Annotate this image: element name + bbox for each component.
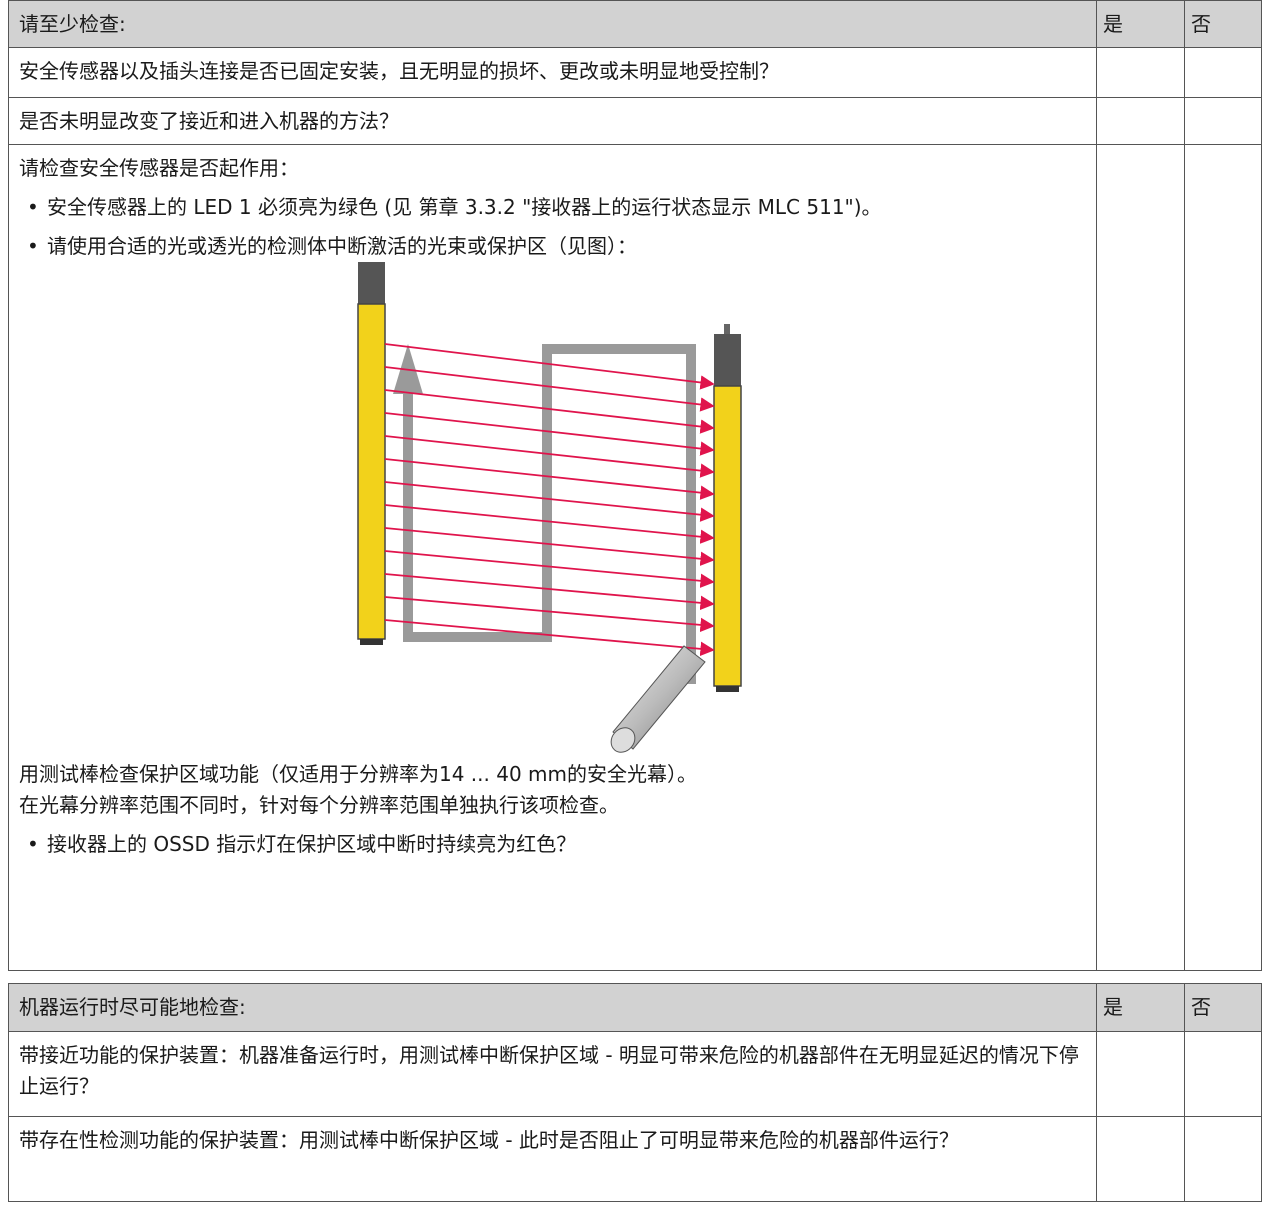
checkbox-cell[interactable] [1097,145,1185,970]
header-cell: 请至少检查: [9,1,1097,47]
row: 安全传感器以及插头连接是否已固定安装，且无明显的损坏、更改或未明显地受控制？ [9,47,1261,97]
header-row: 请至少检查: 是 否 [9,1,1261,47]
checkbox-cell[interactable] [1097,98,1185,144]
checkbox-cell[interactable] [1185,98,1261,144]
row: 请检查安全传感器是否起作用： 安全传感器上的 LED 1 必须亮为绿色 (见 第… [9,144,1261,970]
header-cell: 是 [1097,984,1185,1031]
header-cell: 否 [1191,12,1211,36]
text: 用测试棒检查保护区域功能（仅适用于分辨率为14 ... 40 mm的安全光幕）。 [19,762,698,786]
header-cell: 否 [1191,995,1211,1019]
checkbox-cell[interactable] [1097,1117,1185,1201]
cell: 请检查安全传感器是否起作用： 安全传感器上的 LED 1 必须亮为绿色 (见 第… [9,145,1097,970]
text: 请检查安全传感器是否起作用： [19,156,299,180]
row: 带存在性检测功能的保护装置：用测试棒中断保护区域 - 此时是否阻止了可明显带来危… [9,1116,1261,1201]
bullet: 接收器上的 OSSD 指示灯在保护区域中断时持续亮为红色？ [19,829,1086,860]
bullet: 请使用合适的光或透光的检测体中断激活的光束或保护区（见图）： [19,231,1086,262]
row: 是否未明显改变了接近和进入机器的方法？ [9,97,1261,144]
table-1: 请至少检查: 是 否 安全传感器以及插头连接是否已固定安装，且无明显的损坏、更改… [8,0,1262,971]
header-row: 机器运行时尽可能地检查: 是 否 [9,984,1261,1031]
checkbox-cell[interactable] [1185,1117,1261,1201]
checkbox-cell[interactable] [1185,145,1261,970]
checkbox-cell[interactable] [1185,48,1261,97]
light-curtain-figure [357,262,742,753]
cell: 带存在性检测功能的保护装置：用测试棒中断保护区域 - 此时是否阻止了可明显带来危… [9,1117,1097,1201]
row: 带接近功能的保护装置：机器准备运行时，用测试棒中断保护区域 - 明显可带来危险的… [9,1031,1261,1116]
checkbox-cell[interactable] [1185,1032,1261,1116]
bullet: 安全传感器上的 LED 1 必须亮为绿色 (见 第章 3.3.2 "接收器上的运… [19,192,967,223]
header-cell: 机器运行时尽可能地检查: [9,984,1097,1031]
cell: 带接近功能的保护装置：机器准备运行时，用测试棒中断保护区域 - 明显可带来危险的… [9,1032,1097,1116]
cell: 安全传感器以及插头连接是否已固定安装，且无明显的损坏、更改或未明显地受控制？ [9,48,1097,97]
checkbox-cell[interactable] [1097,1032,1185,1116]
header-cell: 是 [1097,1,1185,47]
text: 在光幕分辨率范围不同时，针对每个分辨率范围单独执行该项检查。 [19,793,619,817]
cell: 是否未明显改变了接近和进入机器的方法？ [9,98,1097,144]
table-2: 机器运行时尽可能地检查: 是 否 带接近功能的保护装置：机器准备运行时，用测试棒… [8,983,1262,1202]
checkbox-cell[interactable] [1097,48,1185,97]
